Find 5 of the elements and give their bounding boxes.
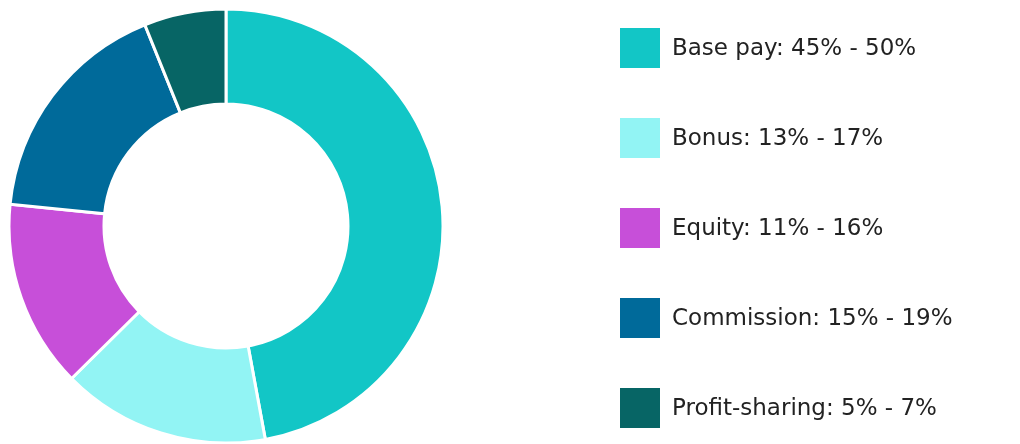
legend-label: Bonus: 13% - 17% [672,124,884,150]
legend-label: Equity: 11% - 16% [672,214,884,240]
legend-label: Base pay: 45% - 50% [672,34,917,60]
legend-label: Profit-sharing: 5% - 7% [672,394,937,420]
legend-label: Commission: 15% - 19% [672,304,953,330]
